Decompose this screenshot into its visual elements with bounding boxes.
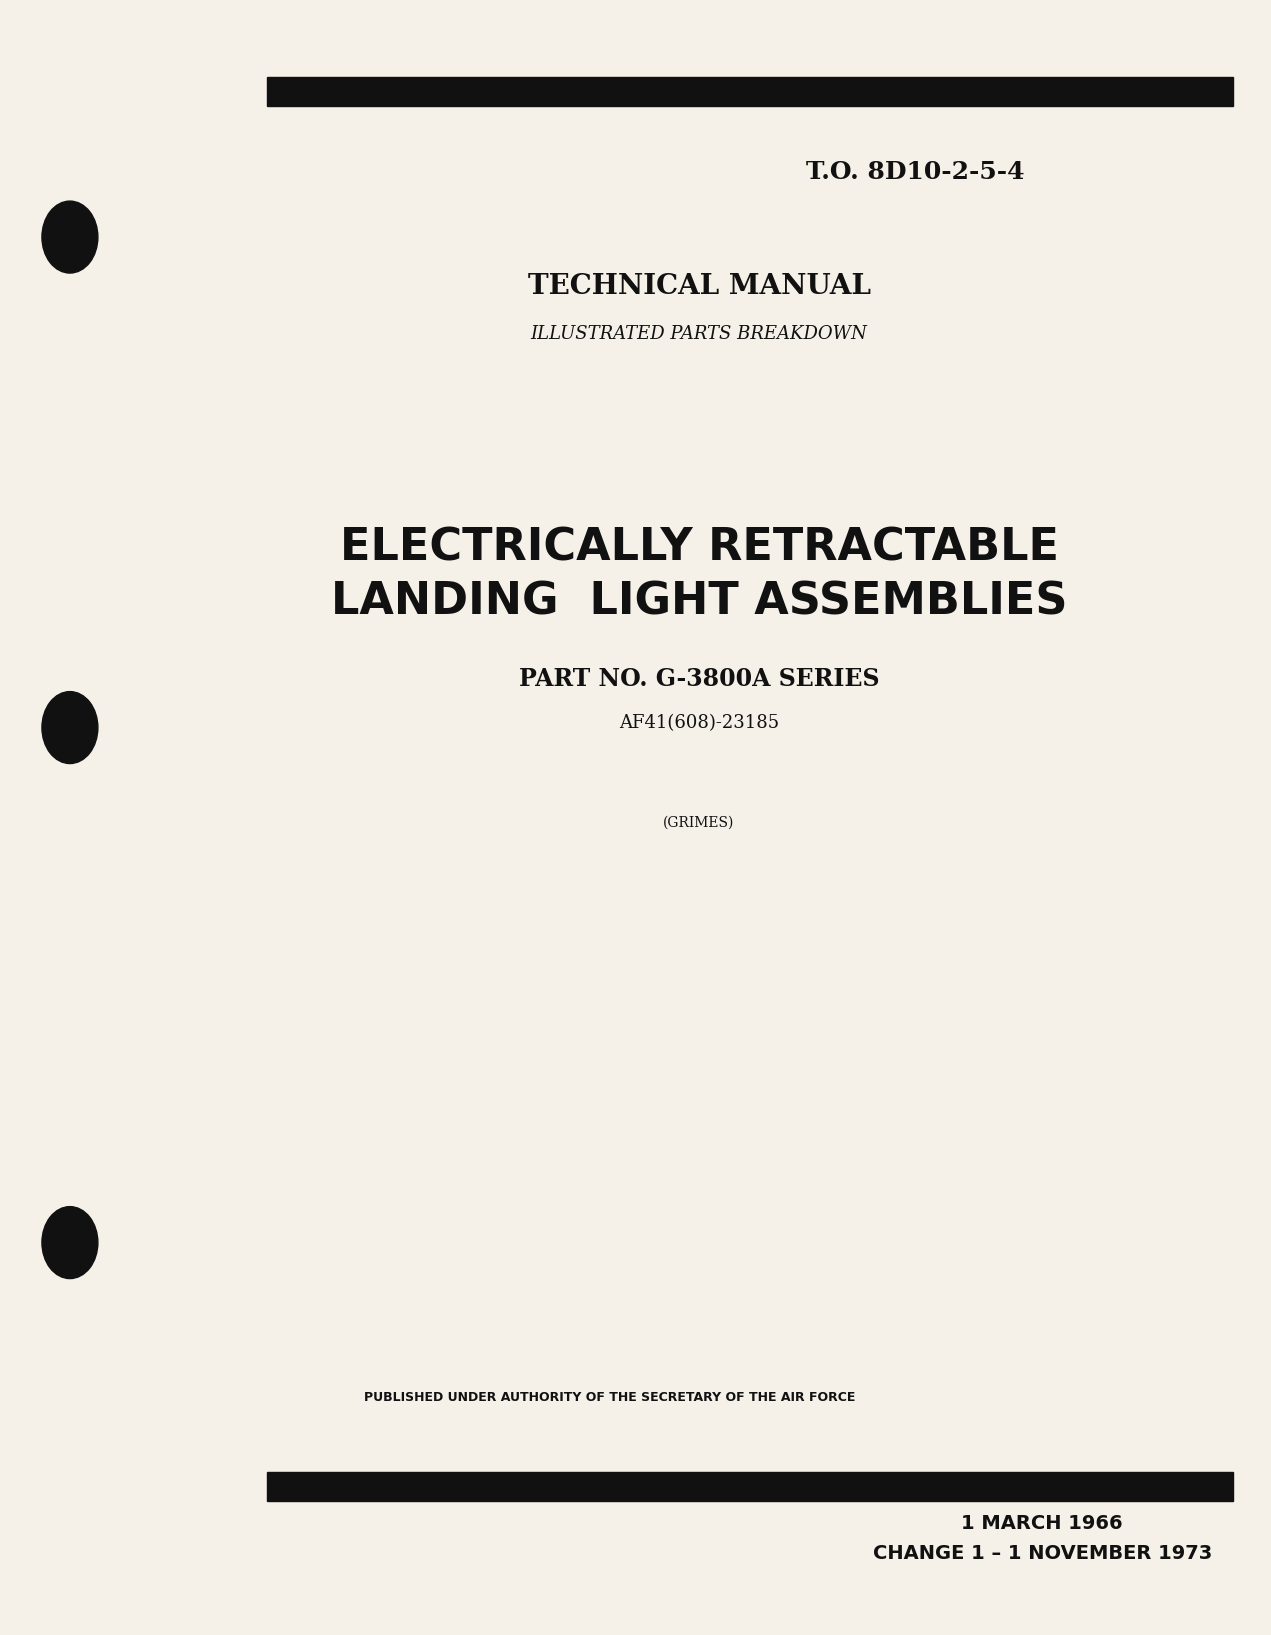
- Circle shape: [42, 1207, 98, 1279]
- Text: ELECTRICALLY RETRACTABLE: ELECTRICALLY RETRACTABLE: [339, 526, 1059, 569]
- Text: 1 MARCH 1966: 1 MARCH 1966: [961, 1514, 1124, 1534]
- Text: PART NO. G-3800A SERIES: PART NO. G-3800A SERIES: [519, 667, 880, 690]
- Bar: [267, 77, 1233, 106]
- Circle shape: [42, 201, 98, 273]
- Circle shape: [42, 692, 98, 764]
- Text: LANDING  LIGHT ASSEMBLIES: LANDING LIGHT ASSEMBLIES: [330, 580, 1068, 623]
- Bar: [267, 1472, 1233, 1501]
- Text: (GRIMES): (GRIMES): [663, 816, 735, 829]
- Text: T.O. 8D10-2-5-4: T.O. 8D10-2-5-4: [806, 160, 1024, 183]
- Text: PUBLISHED UNDER AUTHORITY OF THE SECRETARY OF THE AIR FORCE: PUBLISHED UNDER AUTHORITY OF THE SECRETA…: [365, 1391, 855, 1404]
- Text: TECHNICAL MANUAL: TECHNICAL MANUAL: [527, 273, 871, 299]
- Text: AF41(608)-23185: AF41(608)-23185: [619, 713, 779, 732]
- Text: ILLUSTRATED PARTS BREAKDOWN: ILLUSTRATED PARTS BREAKDOWN: [530, 324, 868, 343]
- Text: CHANGE 1 – 1 NOVEMBER 1973: CHANGE 1 – 1 NOVEMBER 1973: [873, 1543, 1211, 1563]
